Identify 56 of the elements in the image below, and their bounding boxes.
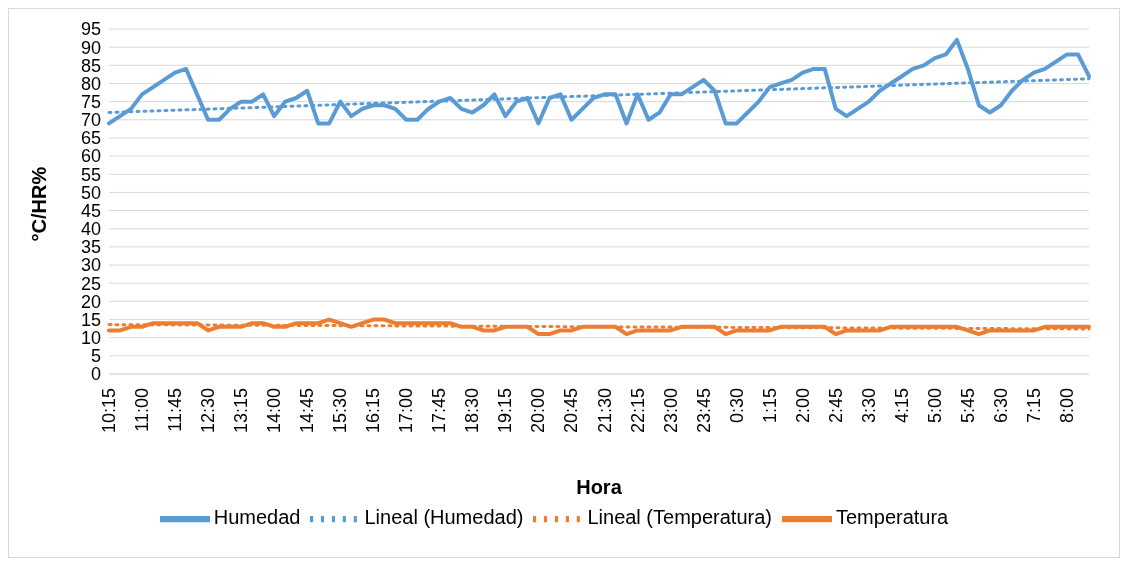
y-tick-label: 75 [80,92,101,113]
x-tick-label: 12:30 [198,388,219,434]
y-tick-label: 95 [80,19,101,40]
y-tick-label: 25 [80,273,101,294]
x-tick-label: 11:45 [165,388,186,432]
y-tick-label: 85 [80,55,101,76]
x-tick-label: 15:30 [330,388,351,434]
x-tick-label: 4:15 [891,388,912,424]
x-tick-label: 5:00 [924,388,945,424]
y-tick-label: 15 [80,309,101,330]
x-tick-label: 20:00 [528,388,549,434]
y-tick-label: 35 [80,237,101,258]
x-tick-label: 3:30 [858,388,879,424]
legend-label: Humedad [213,506,301,529]
x-tick-label: 23:00 [660,388,681,434]
y-tick-label: 90 [80,37,101,58]
x-tick-label: 0:30 [726,388,747,424]
y-tick-label: 80 [80,73,101,94]
legend-label: Lineal (Humedad) [364,506,524,529]
x-tick-label: 2:00 [792,388,813,424]
y-tick-label: 45 [80,200,101,221]
y-axis-title: °C/HR% [28,166,51,242]
y-tick-label: 70 [80,110,101,131]
x-axis-title: Hora [576,476,623,498]
x-tick-label: 13:15 [231,388,252,434]
x-tick-label: 18:30 [462,388,483,434]
y-tick-label: 30 [80,255,101,276]
x-tick-label: 7:15 [1023,388,1044,424]
y-tick-label: 0 [90,364,101,385]
x-tick-label: 22:15 [627,388,648,434]
x-tick-label: 14:00 [264,388,285,434]
x-tick-label: 8:00 [1056,388,1077,424]
x-tick-label: 17:00 [396,388,417,434]
x-tick-label: 17:45 [429,388,450,434]
x-tick-label: 10:15 [99,388,119,434]
y-tick-label: 50 [80,182,101,203]
x-tick-label: 23:45 [693,388,714,434]
x-tick-label: 21:30 [594,388,615,434]
x-tick-label: 14:45 [297,388,318,434]
x-tick-label: 11:00 [132,388,153,432]
y-tick-label: 10 [80,328,101,349]
x-tick-label: 16:15 [363,388,384,434]
y-tick-label: 55 [80,164,101,185]
y-tick-label: 60 [80,146,101,167]
x-tick-label: 5:45 [957,388,978,424]
x-tick-label: 19:15 [495,388,516,434]
x-tick-label: 6:30 [990,388,1011,424]
y-tick-label: 20 [80,291,101,312]
x-tick-label: 20:45 [561,388,582,434]
y-tick-label: 65 [80,128,101,149]
legend-label: Lineal (Temperatura) [587,506,772,529]
x-tick-label: 2:45 [825,388,846,424]
legend-label: Temperatura [835,506,949,529]
x-tick-label: 1:15 [759,388,780,424]
y-tick-label: 40 [80,219,101,240]
y-tick-label: 5 [90,346,101,367]
